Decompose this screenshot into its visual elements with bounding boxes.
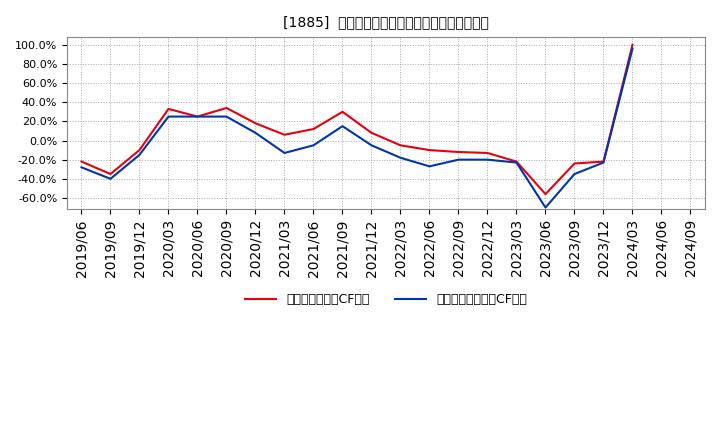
有利子負債営業CF比率 [426, 147, 434, 153]
有利子負債フリーCF比率 [135, 152, 144, 158]
有利子負債営業CF比率 [164, 106, 173, 112]
有利子負債フリーCF比率 [338, 124, 347, 129]
有利子負債フリーCF比率 [106, 176, 114, 181]
有利子負債フリーCF比率 [222, 114, 231, 119]
有利子負債フリーCF比率 [193, 114, 202, 119]
有利子負債営業CF比率 [483, 150, 492, 156]
有利子負債営業CF比率 [193, 114, 202, 119]
有利子負債フリーCF比率 [454, 157, 463, 162]
有利子負債営業CF比率 [135, 147, 144, 153]
Title: [1885]  有利子負債キャッシュフロー比率の推移: [1885] 有利子負債キャッシュフロー比率の推移 [283, 15, 489, 29]
Line: 有利子負債営業CF比率: 有利子負債営業CF比率 [81, 45, 632, 194]
有利子負債営業CF比率 [512, 159, 521, 164]
有利子負債営業CF比率 [338, 109, 347, 114]
有利子負債営業CF比率 [396, 143, 405, 148]
Line: 有利子負債フリーCF比率: 有利子負債フリーCF比率 [81, 48, 632, 208]
有利子負債フリーCF比率 [570, 172, 579, 177]
Legend: 有利子負債営業CF比率, 有利子負債フリーCF比率: 有利子負債営業CF比率, 有利子負債フリーCF比率 [240, 288, 532, 311]
有利子負債フリーCF比率 [396, 155, 405, 161]
有利子負債営業CF比率 [541, 191, 550, 197]
有利子負債営業CF比率 [570, 161, 579, 166]
有利子負債フリーCF比率 [483, 157, 492, 162]
有利子負債フリーCF比率 [599, 160, 608, 165]
有利子負債フリーCF比率 [251, 130, 260, 136]
有利子負債フリーCF比率 [367, 143, 376, 148]
有利子負債営業CF比率 [309, 126, 318, 132]
有利子負債営業CF比率 [251, 121, 260, 126]
有利子負債フリーCF比率 [164, 114, 173, 119]
有利子負債フリーCF比率 [309, 143, 318, 148]
有利子負債フリーCF比率 [512, 160, 521, 165]
有利子負債営業CF比率 [280, 132, 289, 137]
有利子負債フリーCF比率 [77, 165, 86, 170]
有利子負債フリーCF比率 [628, 46, 636, 51]
有利子負債営業CF比率 [106, 172, 114, 177]
有利子負債フリーCF比率 [541, 205, 550, 210]
有利子負債営業CF比率 [222, 105, 231, 110]
有利子負債営業CF比率 [77, 159, 86, 164]
有利子負債営業CF比率 [599, 159, 608, 164]
有利子負債フリーCF比率 [426, 164, 434, 169]
有利子負債営業CF比率 [454, 149, 463, 154]
有利子負債営業CF比率 [628, 42, 636, 48]
有利子負債フリーCF比率 [280, 150, 289, 156]
有利子負債営業CF比率 [367, 130, 376, 136]
